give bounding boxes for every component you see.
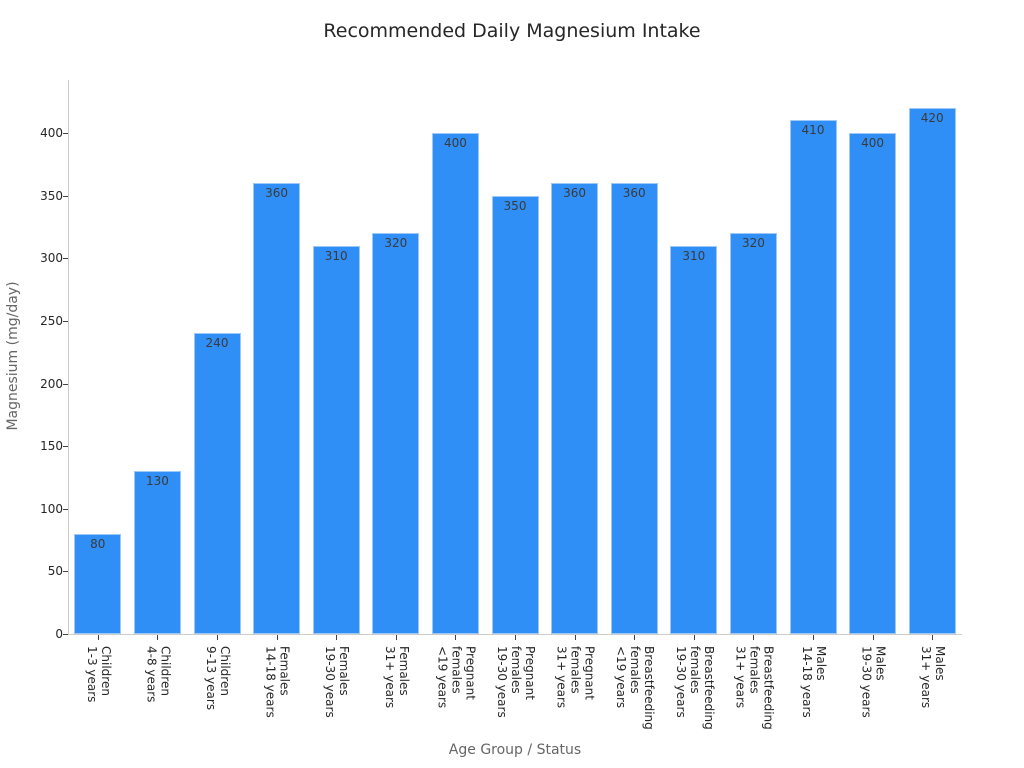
y-tick-mark: [63, 571, 68, 573]
x-tick-label: Males 19-30 years: [859, 646, 888, 718]
x-tick-mark: [693, 635, 695, 640]
x-tick-label: Females 14-18 years: [263, 646, 292, 718]
x-tick-mark: [872, 635, 874, 640]
y-tick-mark: [63, 383, 68, 385]
y-tick-label: 100: [40, 501, 63, 516]
y-axis-line: [68, 80, 69, 635]
y-tick-mark: [63, 446, 68, 448]
bar: [312, 245, 360, 634]
bar: [908, 107, 956, 634]
y-tick-mark: [63, 195, 68, 197]
bar-value-label: 310: [324, 248, 348, 263]
bar-value-label: 410: [801, 123, 825, 138]
x-tick-mark: [97, 635, 99, 640]
x-tick-label: Pregnant females 19-30 years: [495, 646, 537, 718]
y-axis-label: Magnesium (mg/day): [5, 281, 21, 431]
bar-value-label: 320: [384, 236, 408, 251]
bar-value-label: 400: [861, 136, 885, 150]
x-tick-mark: [574, 635, 576, 640]
bar-value-label: 240: [205, 336, 229, 351]
x-tick-mark: [336, 635, 338, 640]
x-tick-mark: [932, 635, 934, 640]
x-tick-label: Pregnant females 31+ years: [554, 646, 597, 709]
x-tick-mark: [634, 635, 636, 640]
bar-value-label: 130: [145, 474, 169, 489]
bar-value-label: 360: [563, 186, 587, 201]
x-tick-label: Males 31+ years: [919, 646, 948, 709]
y-tick-label: 350: [40, 188, 63, 203]
x-tick-label: Children 9-13 years: [204, 646, 232, 711]
bar: [491, 195, 539, 634]
y-tick-label: 150: [40, 439, 63, 454]
x-tick-label: Breastfeeding females 19-30 years: [673, 646, 716, 730]
bar: [193, 333, 241, 634]
bar-value-label: 360: [622, 186, 646, 201]
x-tick-label: Children 4-8 years: [144, 646, 173, 703]
bar-value-label: 310: [682, 248, 706, 263]
x-tick-mark: [395, 635, 397, 640]
y-tick-label: 250: [40, 313, 63, 328]
chart-title: Recommended Daily Magnesium Intake: [323, 20, 701, 42]
bar-value-label: 350: [503, 198, 527, 213]
x-tick-mark: [515, 635, 516, 640]
x-tick-label: Females 31+ years: [382, 646, 411, 709]
y-tick-label: 400: [40, 126, 63, 140]
y-tick-label: 0: [55, 627, 63, 641]
x-tick-mark: [455, 635, 457, 640]
bar: [372, 233, 420, 634]
y-tick-mark: [63, 508, 68, 510]
y-tick-mark: [63, 634, 68, 635]
bar: [551, 183, 599, 634]
bar-value-label: 400: [443, 136, 467, 150]
bar: [431, 133, 479, 634]
x-axis-label: Age Group / Status: [448, 742, 582, 758]
x-tick-mark: [813, 635, 814, 640]
y-tick-label: 200: [40, 376, 63, 391]
x-tick-label: Breastfeeding females 31+ years: [733, 646, 776, 730]
bar: [670, 245, 718, 634]
bar-value-label: 420: [920, 110, 944, 125]
x-axis-line: [68, 634, 962, 635]
bar: [789, 120, 837, 634]
y-tick-label: 50: [47, 564, 63, 579]
bar: [729, 233, 777, 634]
bar: [849, 133, 897, 634]
y-tick-mark: [63, 258, 68, 260]
bar: [253, 183, 301, 634]
y-tick-mark: [63, 320, 68, 322]
bar: [74, 533, 122, 634]
x-tick-label: Pregnant females <19 years: [435, 646, 478, 709]
x-tick-mark: [217, 635, 218, 640]
x-tick-mark: [753, 635, 755, 640]
x-tick-label: Females 19-30 years: [323, 646, 352, 718]
bar-value-label: 320: [741, 236, 765, 251]
x-tick-mark: [276, 635, 278, 640]
bar: [610, 183, 658, 634]
x-tick-label: Breastfeeding females <19 years: [614, 646, 657, 730]
bar: [133, 471, 181, 634]
y-tick-mark: [63, 133, 68, 134]
x-tick-mark: [157, 635, 159, 640]
bar-value-label: 360: [265, 186, 289, 201]
y-tick-label: 300: [40, 251, 63, 266]
bar-value-label: 80: [90, 536, 106, 551]
x-tick-label: Children 1-3 years: [84, 646, 113, 703]
x-tick-label: Males 14-18 years: [800, 646, 828, 718]
